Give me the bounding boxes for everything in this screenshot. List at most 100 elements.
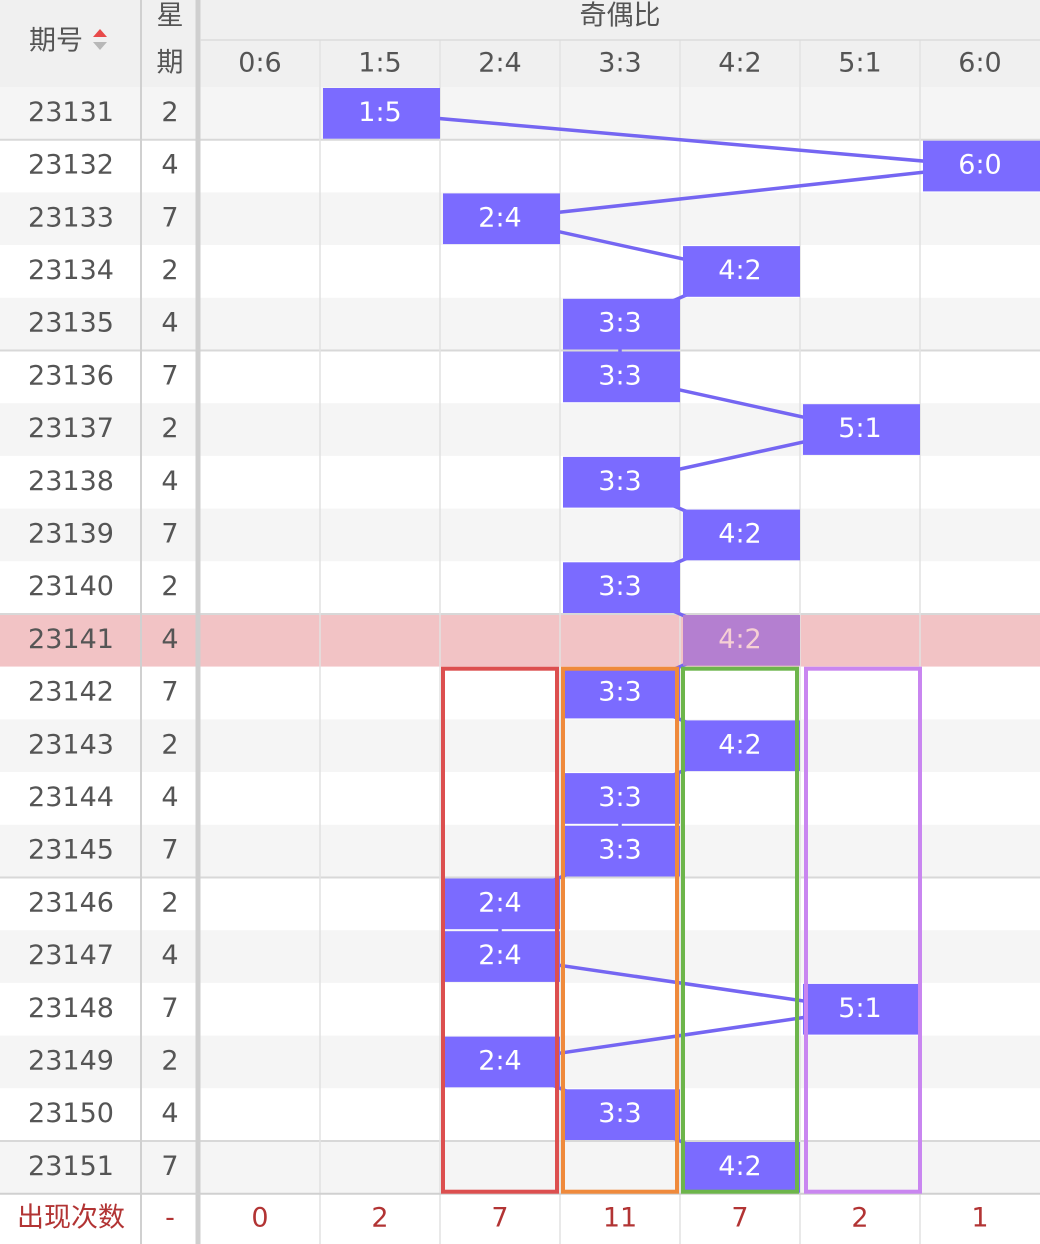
ratio-cell [323,88,440,139]
ratio-cell [563,298,680,350]
row-bg [0,824,1040,878]
ratio-cell [563,773,680,824]
ratio-label: 3:3 [598,571,641,602]
row-bg [0,139,1040,193]
period: 23133 [28,202,114,233]
period: 23139 [28,518,114,549]
weekday: 2 [161,729,178,760]
count: 0 [251,1202,268,1233]
row-bg [0,87,1040,140]
column-label: 5:1 [838,48,881,79]
ratio-label: 2:4 [478,887,521,918]
column-label: 4:2 [718,48,761,79]
period: 23148 [28,993,114,1024]
ratio-cell [683,1142,800,1193]
count: 7 [731,1202,748,1233]
ratio-label: 3:3 [598,677,641,708]
row-bg [0,719,1040,773]
weekday: 7 [161,360,178,391]
weekday: 7 [161,677,178,708]
weekday: 7 [161,835,178,866]
period: 23140 [28,571,114,602]
ratio-label: 4:2 [718,255,761,286]
period: 23134 [28,255,114,286]
header-weekday: 期 [157,48,184,79]
row-bg [0,508,1040,562]
column-label: 6:0 [958,48,1001,79]
weekday: 7 [161,202,178,233]
weekday: 4 [161,782,178,813]
ratio-cell [563,562,680,613]
weekday: 2 [161,255,178,286]
weekday: 4 [161,624,178,655]
ratio-label: 3:3 [598,782,641,813]
row-bg [0,297,1040,351]
weekday: 2 [161,887,178,918]
ratio-label: 2:4 [478,202,521,233]
header-bg [0,0,1040,87]
ratio-cell [923,140,1040,192]
period: 23144 [28,782,114,813]
period: 23135 [28,308,114,339]
weekday: 4 [161,466,178,497]
weekday: 4 [161,308,178,339]
ratio-label: 5:1 [838,993,881,1024]
weekday: 2 [161,97,178,128]
count: 2 [371,1202,388,1233]
ratio-cell [443,878,560,930]
ratio-cell [443,193,560,245]
weekday: 7 [161,993,178,1024]
period: 23136 [28,360,114,391]
foreground: 期号 星期 奇偶比 0:6 1:5 2:4 3:3 4:2 5:1 6:0 23131 2 1:5 231… [17,1,1040,1233]
count: 11 [603,1202,637,1233]
sort-up [93,29,107,37]
period: 23137 [28,413,114,444]
row-bg [0,245,1040,298]
column-label: 2:4 [478,48,521,79]
ratio-cell [563,825,680,877]
highlight-box [441,666,559,1194]
trend-line [379,111,981,168]
ratio-label: 4:2 [718,518,761,549]
row-bg [0,1088,1040,1141]
period: 23143 [28,729,114,760]
period: 23131 [28,97,114,128]
period: 23147 [28,940,114,971]
ratio-cell [443,1036,560,1088]
ratio-cell [443,931,560,982]
header-weekday: 星 [157,1,184,32]
period: 23141 [28,624,114,655]
weekday: 7 [161,518,178,549]
ratio-label: 2:4 [478,940,521,971]
row-bg [0,350,1040,404]
ratio-label: 4:2 [718,1151,761,1182]
highlight-box [561,666,679,1194]
ratio-label: 3:3 [598,835,641,866]
period: 23146 [28,887,114,918]
period: 23138 [28,466,114,497]
count: 7 [491,1202,508,1233]
ratio-cell [683,720,800,772]
ratio-label: 2:4 [478,1045,521,1076]
ratio-label: 1:5 [358,97,401,128]
ratio-cell [563,1089,680,1140]
ratio-cell [683,509,800,561]
footer-label: 出现次数 [17,1202,125,1233]
header-period: 期号 [29,26,83,57]
ratio-label: 4:2 [718,624,761,655]
ratio-label: 3:3 [598,1098,641,1129]
row-bg [0,666,1040,720]
period: 23142 [28,677,114,708]
ratio-label: 3:3 [598,466,641,497]
weekday: 4 [161,150,178,181]
column-label: 3:3 [598,48,641,79]
period: 23151 [28,1151,114,1182]
weekday: 4 [161,940,178,971]
row-bg [0,561,1040,614]
ratio-cell [563,456,680,508]
weekday: 2 [161,571,178,602]
weekday: 2 [161,1045,178,1076]
ratio-label: 3:3 [598,360,641,391]
